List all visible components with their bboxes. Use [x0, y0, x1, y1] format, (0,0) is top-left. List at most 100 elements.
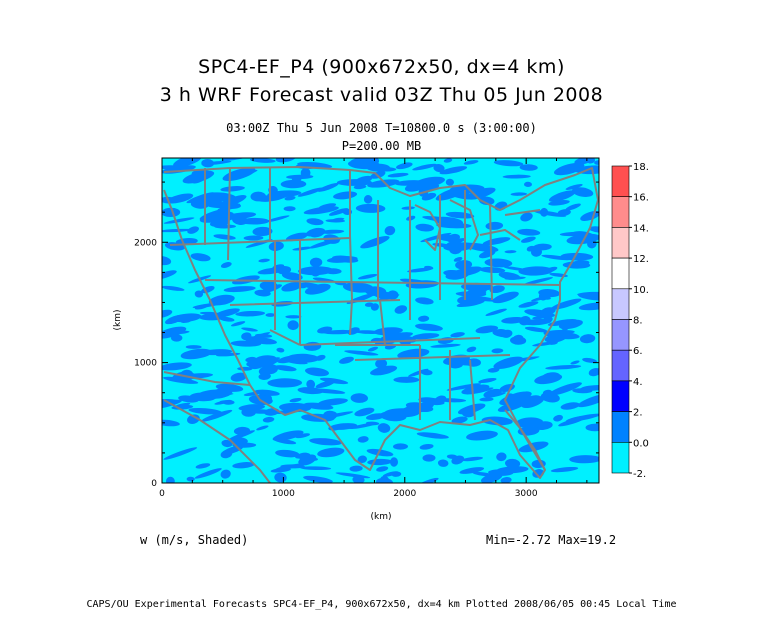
- shading-blob: [560, 402, 580, 410]
- shading-blob: [309, 257, 323, 268]
- shading-blob: [366, 448, 394, 457]
- state-boundaries: [163, 166, 599, 483]
- shading-blob: [420, 232, 452, 243]
- shading-blob: [226, 169, 258, 180]
- shading-blob: [565, 184, 583, 190]
- shading-blob: [162, 228, 193, 233]
- shading-blob: [289, 397, 302, 403]
- shading-blob: [376, 466, 389, 472]
- shading-blob: [531, 295, 550, 302]
- pressure-level-line: P=200.00 MB: [341, 139, 422, 153]
- shading-blob: [265, 313, 276, 317]
- shading-blob: [298, 452, 311, 460]
- shading-blob: [249, 158, 276, 163]
- shading-blob: [532, 341, 556, 347]
- colorbar-label: 2.: [633, 408, 643, 419]
- shading-blob: [461, 407, 476, 418]
- shading-blob: [244, 336, 277, 345]
- y-tick-label: 2000: [134, 238, 157, 248]
- shading-blob: [479, 397, 494, 402]
- great-lakes: [414, 199, 541, 251]
- shading-blob: [548, 200, 570, 206]
- shading-blob: [393, 443, 408, 450]
- shading-blob: [451, 455, 465, 465]
- shading-blob: [284, 195, 296, 201]
- shading-blob: [455, 260, 473, 270]
- colorbar-swatch: [611, 227, 630, 259]
- shading-blob: [418, 397, 445, 406]
- shading-blob: [295, 433, 310, 439]
- shading-blob: [417, 477, 439, 483]
- shading-blob: [446, 233, 460, 243]
- shading-blob: [318, 398, 348, 406]
- shading-blob: [421, 369, 433, 376]
- shading-blob: [493, 356, 524, 369]
- shading-blob: [243, 391, 262, 396]
- shading-blob: [419, 443, 434, 450]
- colorbar-label: 12.: [633, 254, 649, 265]
- colorbar-swatch: [611, 196, 630, 228]
- shading-blob: [492, 291, 519, 304]
- shading-blob: [322, 329, 356, 335]
- shading-blob: [461, 456, 484, 462]
- shading-blob: [287, 320, 299, 331]
- shading-blob: [499, 391, 532, 406]
- axis-tick-labels: 0 1000 2000 3000 0 1000 2000: [134, 238, 538, 499]
- shading-blob: [579, 334, 596, 344]
- chart-title: SPC4-EF_P4 (900x672x50, dx=4 km): [198, 56, 565, 78]
- shading-blob: [504, 276, 526, 280]
- shading-blob: [241, 407, 256, 417]
- shading-blob: [317, 447, 345, 458]
- shading-blob: [171, 334, 183, 342]
- shading-blob: [303, 206, 339, 215]
- x-tick-label: 2000: [393, 489, 416, 499]
- shading-blob: [502, 174, 531, 179]
- shading-blob: [367, 346, 379, 352]
- shading-blob: [300, 466, 332, 471]
- shading-blob: [489, 285, 505, 294]
- shading-blob: [416, 432, 449, 439]
- shading-blob: [287, 353, 319, 363]
- colorbar-label: 8.: [633, 316, 643, 327]
- shading-blob: [360, 236, 390, 249]
- shading-blob: [304, 367, 330, 377]
- shading-blob: [221, 439, 233, 448]
- shading-blob: [306, 379, 316, 389]
- shading-blob: [519, 164, 538, 171]
- shading-blob: [309, 438, 342, 446]
- shading-blob: [445, 238, 466, 246]
- shading-blob: [194, 468, 222, 479]
- shading-blob: [162, 398, 179, 403]
- shading-blob: [190, 253, 211, 262]
- y-axis-label: (km): [113, 309, 123, 330]
- shading-blob: [270, 467, 291, 473]
- shading-blob: [230, 321, 246, 327]
- shading-blob: [280, 179, 307, 189]
- shading-blob: [174, 402, 191, 408]
- shading-blob: [166, 193, 194, 204]
- shading-blob: [412, 163, 437, 171]
- shading-blob: [303, 475, 333, 483]
- shading-blob: [558, 416, 587, 427]
- shading-blob: [375, 358, 388, 369]
- shading-blob: [305, 227, 324, 237]
- shading-blob: [286, 360, 308, 365]
- shading-blob: [363, 195, 373, 204]
- shading-blob: [387, 172, 409, 178]
- shading-blob: [500, 477, 512, 483]
- shading-blob: [298, 266, 334, 276]
- shading-blob: [258, 258, 270, 263]
- shading-blob: [199, 211, 234, 223]
- shading-blob: [572, 388, 593, 394]
- shading-blob: [570, 360, 580, 365]
- shading-blob: [357, 455, 367, 464]
- shading-blob: [259, 281, 278, 291]
- shading-blob: [504, 250, 517, 254]
- colorbar-swatch: [611, 165, 630, 198]
- colorbar-label: 4.: [633, 377, 643, 388]
- shading-blob: [379, 411, 407, 422]
- shading-blob: [515, 417, 543, 428]
- shading-blob: [220, 186, 245, 192]
- shading-blob: [297, 187, 324, 197]
- shading-blob: [344, 350, 379, 356]
